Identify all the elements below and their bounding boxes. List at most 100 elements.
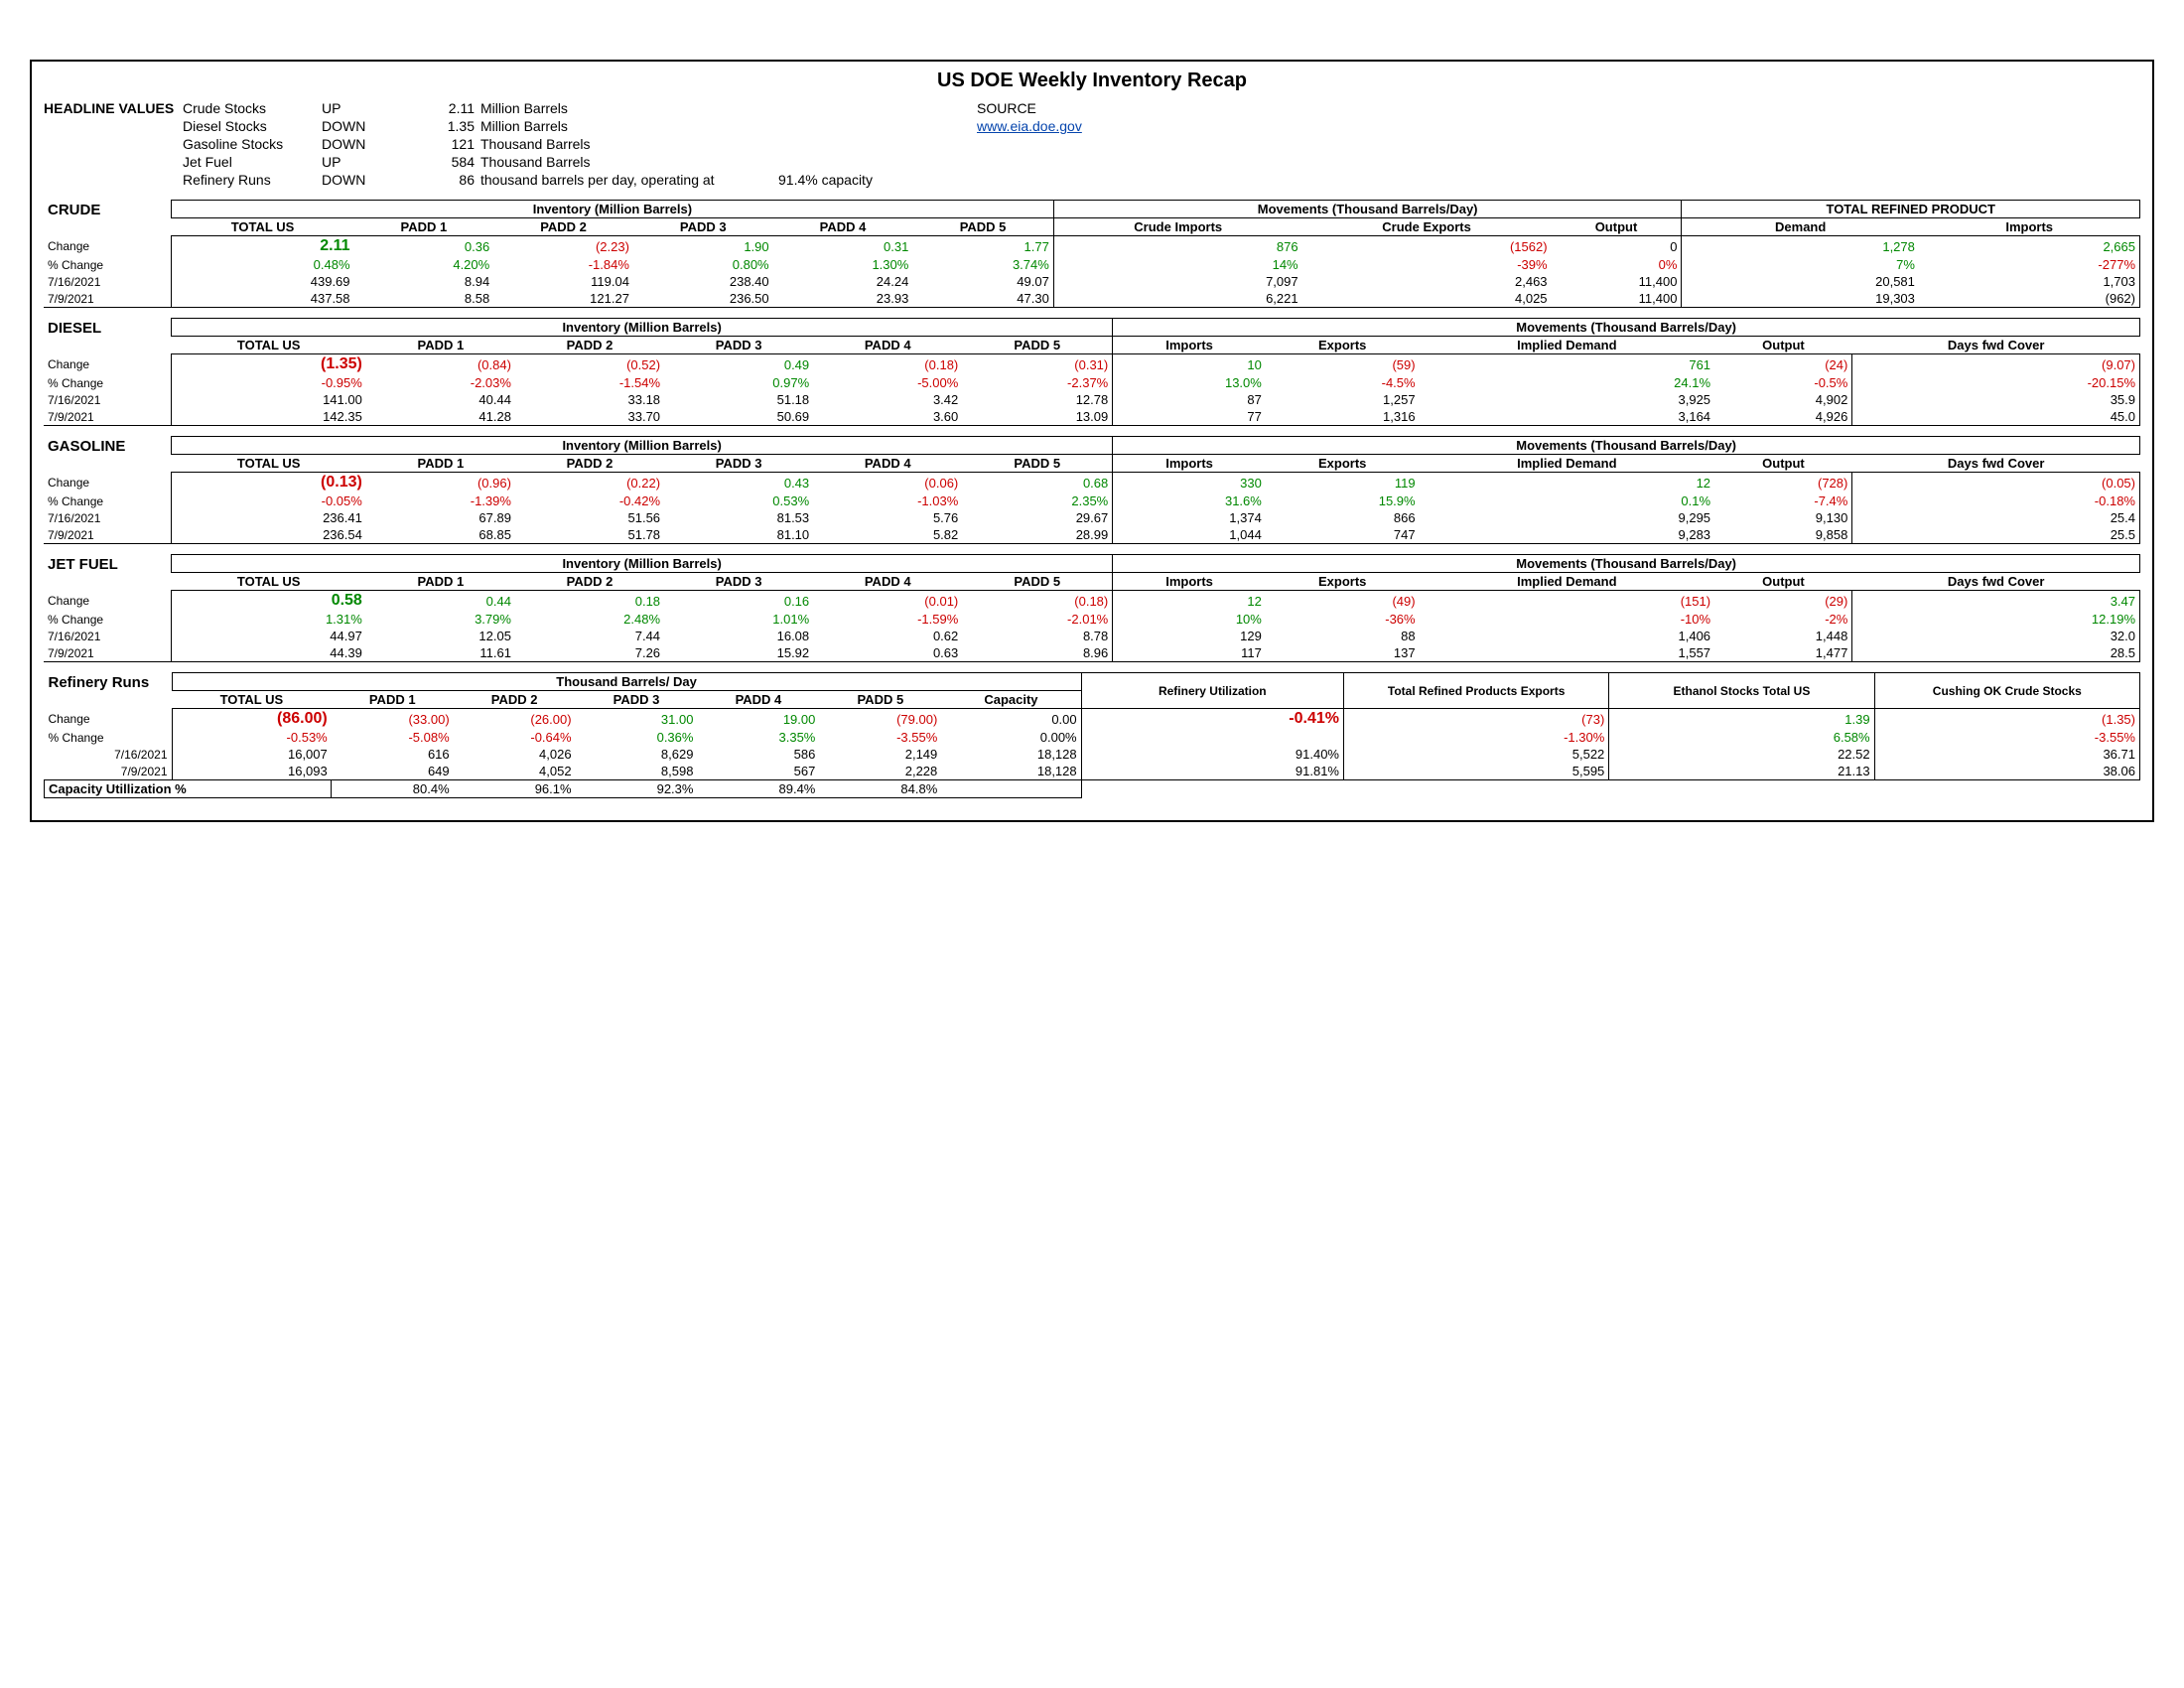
data-cell: 141.00: [172, 391, 366, 408]
data-cell: 437.58: [172, 290, 354, 308]
group-header: Inventory (Million Barrels): [172, 201, 1054, 218]
data-cell: 4,025: [1302, 290, 1552, 308]
data-cell: 236.50: [633, 290, 773, 308]
data-cell: [1081, 729, 1343, 746]
data-cell: 0.36: [354, 236, 494, 257]
column-header: Crude Exports: [1302, 218, 1552, 236]
data-cell: 20,581: [1682, 273, 1919, 290]
data-cell: 1,406: [1420, 628, 1714, 644]
column-header: Demand: [1682, 218, 1919, 236]
column-header: Output: [1714, 455, 1852, 473]
data-cell: 1.90: [633, 236, 773, 257]
caputil-value: 84.8%: [819, 780, 941, 798]
data-cell: 8.96: [962, 644, 1112, 662]
column-header: PADD 4: [697, 691, 819, 709]
data-cell: 2,665: [1919, 236, 2140, 257]
data-cell: 1.01%: [664, 611, 813, 628]
data-cell: 11,400: [1552, 273, 1682, 290]
column-header: TOTAL US: [172, 455, 366, 473]
column-header: PADD 1: [332, 691, 454, 709]
data-cell: -36%: [1266, 611, 1420, 628]
data-cell: (0.05): [1852, 473, 2140, 493]
data-cell: 0.36%: [576, 729, 698, 746]
data-cell: 0.31: [773, 236, 913, 257]
headline-direction: UP: [322, 154, 401, 170]
row-label: % Change: [45, 729, 173, 746]
data-cell: -0.64%: [454, 729, 576, 746]
data-cell: 3.35%: [697, 729, 819, 746]
caputil-value: 92.3%: [576, 780, 698, 798]
data-cell: 439.69: [172, 273, 354, 290]
caputil-value: 80.4%: [332, 780, 454, 798]
headline-extra: [778, 136, 977, 152]
row-label: 7/16/2021: [45, 746, 173, 763]
data-cell: -5.00%: [813, 374, 962, 391]
data-cell: 5,595: [1343, 763, 1608, 780]
data-cell: 9,295: [1420, 509, 1714, 526]
headline-value: 2.11: [401, 100, 480, 116]
report-container: US DOE Weekly Inventory Recap HEADLINE V…: [30, 60, 2154, 822]
headline-label: [44, 154, 183, 170]
data-cell: 0.48%: [172, 256, 354, 273]
data-cell: (0.52): [515, 354, 664, 375]
row-label: Change: [44, 236, 172, 257]
data-cell: 1,448: [1714, 628, 1852, 644]
data-cell: 1,316: [1266, 408, 1420, 426]
data-cell: -0.42%: [515, 492, 664, 509]
row-label: 7/16/2021: [44, 509, 172, 526]
data-cell: 747: [1266, 526, 1420, 544]
data-cell: 87: [1113, 391, 1266, 408]
headline-extra: 91.4% capacity: [778, 172, 977, 188]
column-header: PADD 4: [813, 573, 962, 591]
column-header: Imports: [1113, 455, 1266, 473]
data-cell: 0.16: [664, 591, 813, 612]
data-cell: -3.55%: [819, 729, 941, 746]
section-table-crude: CRUDEInventory (Million Barrels)Movement…: [44, 200, 2140, 308]
data-cell: 22.52: [1609, 746, 1874, 763]
column-header: Exports: [1266, 455, 1420, 473]
data-cell: 1,374: [1113, 509, 1266, 526]
column-header: TOTAL US: [172, 691, 332, 709]
data-cell: -0.05%: [172, 492, 366, 509]
data-cell: 12.78: [962, 391, 1112, 408]
data-cell: 51.56: [515, 509, 664, 526]
data-cell: 0: [1552, 236, 1682, 257]
data-cell: 0%: [1552, 256, 1682, 273]
data-cell: 24.24: [773, 273, 913, 290]
data-cell: 3.79%: [366, 611, 515, 628]
data-cell: 12: [1113, 591, 1266, 612]
data-cell: 91.81%: [1081, 763, 1343, 780]
data-cell: 0.68: [962, 473, 1112, 493]
data-cell: 31.00: [576, 709, 698, 730]
section-name: JET FUEL: [44, 555, 172, 591]
headline-unit: Million Barrels: [480, 118, 778, 134]
data-cell: 13.09: [962, 408, 1112, 426]
group-header: Inventory (Million Barrels): [172, 319, 1113, 337]
data-cell: 330: [1113, 473, 1266, 493]
headline-direction: DOWN: [322, 118, 401, 134]
headline-value: 1.35: [401, 118, 480, 134]
column-header: Exports: [1266, 337, 1420, 354]
row-label: 7/9/2021: [44, 408, 172, 426]
data-cell: 11,400: [1552, 290, 1682, 308]
row-label: % Change: [44, 256, 172, 273]
data-cell: 5,522: [1343, 746, 1608, 763]
data-cell: (728): [1714, 473, 1852, 493]
data-cell: 3,164: [1420, 408, 1714, 426]
caputil-label: Capacity Utillization %: [45, 780, 332, 798]
column-header: PADD 3: [633, 218, 773, 236]
data-cell: 81.10: [664, 526, 813, 544]
data-cell: 44.39: [172, 644, 366, 662]
eia-link[interactable]: www.eia.doe.gov: [977, 118, 1082, 134]
data-cell: 21.13: [1609, 763, 1874, 780]
data-cell: 1,477: [1714, 644, 1852, 662]
source-link: www.eia.doe.gov: [977, 118, 2140, 134]
column-header: PADD 5: [962, 337, 1112, 354]
data-cell: 2.48%: [515, 611, 664, 628]
data-cell: 15.92: [664, 644, 813, 662]
column-header: PADD 3: [664, 573, 813, 591]
data-cell: (1.35): [1874, 709, 2139, 730]
data-cell: 16,007: [172, 746, 332, 763]
data-cell: 51.18: [664, 391, 813, 408]
headline-extra: [778, 100, 977, 116]
